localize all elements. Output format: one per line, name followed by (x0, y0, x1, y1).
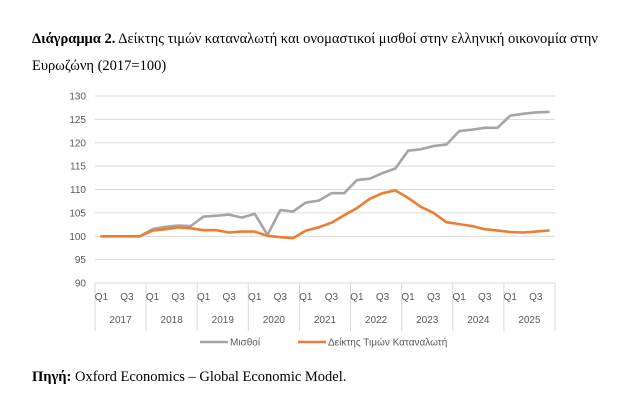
y-tick-label: 95 (75, 255, 87, 266)
y-tick-label: 120 (69, 138, 86, 149)
x-quarter-label: Q3 (274, 292, 288, 303)
x-quarter-label: Q3 (222, 292, 236, 303)
gridlines (95, 95, 555, 261)
y-tick-label: 105 (69, 208, 86, 219)
caption-text: Δείκτης τιμών καταναλωτή και ονομαστικοί… (32, 31, 598, 74)
x-quarter-label: Q3 (171, 292, 185, 303)
x-year-label: 2022 (365, 315, 388, 326)
x-quarter-label: Q1 (350, 292, 364, 303)
x-year-label: 2019 (212, 315, 235, 326)
x-quarter-label: Q3 (376, 292, 390, 303)
y-tick-label: 125 (69, 115, 86, 126)
x-quarter-label: Q1 (197, 292, 211, 303)
y-tick-label: 115 (70, 162, 86, 173)
cpi-line (100, 189, 550, 240)
x-year-label: 2025 (518, 315, 541, 326)
x-year-label: 2021 (314, 315, 337, 326)
x-quarter-label: Q3 (120, 292, 134, 303)
x-quarter-label: Q3 (325, 292, 339, 303)
legend: Μισθοί Δείκτης Τιμών Καταναλωτή (200, 337, 447, 349)
x-year-label: 2024 (467, 315, 490, 326)
x-axis: Q1 Q3 2017 Q1 Q3 2018 Q1 Q3 2019 Q1 Q3 2020 Q1 Q3 2021… (94, 282, 556, 331)
line-chart: 90 95 100 105 110 115 120 125 130 Q1 Q3 2017 Q1 Q3 20… (69, 92, 556, 349)
series-lines (100, 110, 550, 240)
source-text: Oxford Economics – Global Economic Model… (71, 369, 347, 385)
wages-line (100, 110, 550, 238)
legend-label-wages: Μισθοί (230, 337, 261, 349)
x-year-label: 2017 (109, 315, 132, 326)
y-tick-label: 130 (69, 92, 86, 103)
x-quarter-label: Q1 (248, 292, 262, 303)
x-year-label: 2018 (161, 315, 184, 326)
x-quarter-label: Q3 (478, 292, 492, 303)
x-quarter-label: Q1 (401, 292, 415, 303)
x-quarter-label: Q3 (427, 292, 441, 303)
x-quarter-label: Q1 (452, 292, 466, 303)
source-note: Πηγή: Oxford Economics – Global Economic… (32, 369, 346, 386)
x-year-label: 2023 (416, 315, 439, 326)
figure-caption: Διάγραμμα 2. Δείκτης τιμών καταναλωτή κα… (32, 26, 602, 80)
x-quarter-label: Q1 (95, 292, 109, 303)
y-tick-label: 100 (69, 232, 86, 243)
x-quarter-label: Q1 (299, 292, 313, 303)
legend-label-cpi: Δείκτης Τιμών Καταναλωτή (328, 337, 447, 349)
x-quarter-label: Q1 (504, 292, 518, 303)
y-tick-label: 90 (75, 279, 87, 290)
x-quarter-label: Q1 (146, 292, 160, 303)
x-quarter-label: Q3 (529, 292, 543, 303)
caption-label: Διάγραμμα 2. (32, 31, 116, 47)
y-tick-label: 110 (70, 185, 86, 196)
x-year-label: 2020 (263, 315, 286, 326)
source-label: Πηγή: (32, 369, 72, 385)
y-axis-ticks: 90 95 100 105 110 115 120 125 130 (69, 92, 86, 290)
